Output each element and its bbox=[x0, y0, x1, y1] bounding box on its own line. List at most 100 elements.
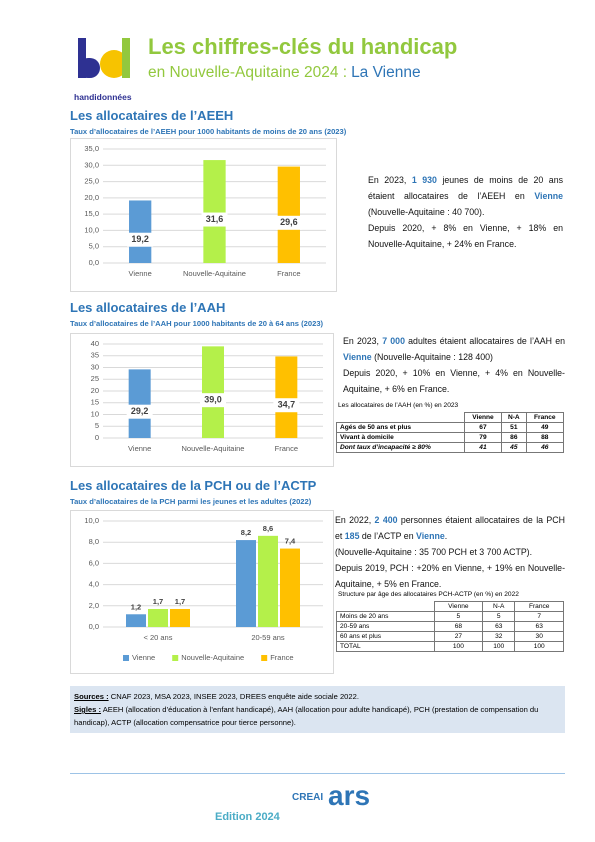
x-tick-label: Nouvelle-Aquitaine bbox=[183, 269, 246, 278]
bar bbox=[280, 548, 300, 627]
y-tick-label: 0,0 bbox=[89, 622, 99, 631]
table-header: Vienne N-A France bbox=[336, 601, 564, 612]
y-tick-label: 15 bbox=[91, 398, 99, 407]
bar bbox=[129, 200, 152, 263]
text: de l’ACTP en bbox=[359, 531, 417, 541]
y-tick-label: 8,0 bbox=[89, 537, 99, 546]
paragraph: (Nouvelle-Aquitaine : 35 700 PCH et 3 70… bbox=[335, 544, 565, 560]
header-cell: Vienne bbox=[433, 601, 484, 612]
table-title: Les allocataires de l’AAH (en %) en 2023 bbox=[338, 402, 459, 409]
y-tick-label: 15,0 bbox=[84, 209, 99, 218]
paragraph-block: En 2023, 1 930 jeunes de moins de 20 ans… bbox=[368, 172, 563, 252]
cell: 67 bbox=[463, 422, 503, 433]
text: En 2022, bbox=[335, 515, 375, 525]
y-tick-label: 2,0 bbox=[89, 601, 99, 610]
legend-label: France bbox=[270, 653, 293, 662]
x-tick-label: Vienne bbox=[129, 269, 152, 278]
row-label: Agés de 50 ans et plus bbox=[336, 422, 465, 433]
legend-swatch bbox=[123, 655, 129, 661]
table-header: Vienne N-A France bbox=[336, 412, 565, 423]
highlight: Vienne bbox=[343, 352, 372, 362]
y-tick-label: 35 bbox=[91, 351, 99, 360]
value-label: 1,2 bbox=[131, 602, 141, 611]
y-tick-label: 30 bbox=[91, 362, 99, 371]
label-box bbox=[127, 232, 154, 247]
table-row: 20-59 ans 68 63 63 bbox=[336, 621, 564, 632]
subtitle: en Nouvelle-Aquitaine 2024 : La Vienne bbox=[148, 64, 421, 82]
y-tick-label: 5,0 bbox=[89, 242, 99, 251]
y-tick-label: 0 bbox=[95, 433, 99, 442]
title: Les chiffres-clés du handicap bbox=[148, 34, 458, 59]
label-box bbox=[273, 398, 300, 413]
cell: 86 bbox=[501, 432, 527, 443]
text: (Nouvelle-Aquitaine : 128 400) bbox=[371, 352, 493, 362]
cell: 45 bbox=[501, 442, 527, 453]
table-row: Agés de 50 ans et plus 67 51 49 bbox=[336, 422, 565, 433]
value-label: 8,2 bbox=[241, 528, 251, 537]
cell: 5 bbox=[433, 611, 484, 622]
text: adultes étaient allocataires de l’AAH en bbox=[404, 336, 566, 346]
value-label: 39,0 bbox=[204, 395, 222, 405]
value-label: 8,6 bbox=[263, 524, 273, 533]
chart: 0,0 2,0 4,0 6,0 8,0 10,0 < 20 ans 1,2 1,7 1,7 20-5… bbox=[70, 510, 334, 674]
legend-label: Nouvelle-Aquitaine bbox=[181, 653, 244, 662]
cell: 32 bbox=[482, 631, 516, 642]
cell: 100 bbox=[482, 641, 516, 652]
paragraph: En 2023, 1 930 jeunes de moins de 20 ans… bbox=[368, 172, 563, 220]
x-tick-label: 20-59 ans bbox=[251, 633, 285, 642]
cell: 79 bbox=[463, 432, 503, 443]
edition: Edition 2024 bbox=[215, 811, 280, 823]
row-label: 20-59 ans bbox=[336, 621, 435, 632]
header-cell: Vienne bbox=[463, 412, 503, 423]
x-tick-label: Nouvelle-Aquitaine bbox=[182, 444, 245, 453]
table-title: Structure par âge des allocataires PCH-A… bbox=[338, 591, 519, 598]
y-tick-label: 0,0 bbox=[89, 258, 99, 267]
paragraph: Depuis 2020, + 8% en Vienne, + 18% en No… bbox=[368, 220, 563, 252]
highlight: 7 000 bbox=[382, 336, 405, 346]
table-row: 60 ans et plus 27 32 30 bbox=[336, 631, 564, 642]
row-label: Moins de 20 ans bbox=[336, 611, 435, 622]
row-label: Dont taux d’incapacité ≥ 80% bbox=[336, 442, 465, 453]
logo-mark bbox=[78, 38, 130, 78]
sigles-label: Sigles : bbox=[74, 705, 102, 714]
y-tick-label: 20 bbox=[91, 386, 99, 395]
bar bbox=[275, 356, 298, 438]
value-label: 1,7 bbox=[153, 597, 163, 606]
table-row: Vivant à domicile 79 86 88 bbox=[336, 432, 565, 443]
row-label: TOTAL bbox=[336, 641, 435, 652]
bar bbox=[277, 166, 300, 263]
header-cell: France bbox=[525, 412, 565, 423]
y-tick-label: 10,0 bbox=[84, 225, 99, 234]
subtitle-text: en Nouvelle-Aquitaine 2024 : bbox=[148, 64, 348, 81]
cell: 68 bbox=[433, 621, 484, 632]
sources-box: Sources : CNAF 2023, MSA 2023, INSEE 202… bbox=[70, 686, 565, 733]
header-cell: N-A bbox=[501, 412, 527, 423]
place: La Vienne bbox=[351, 64, 421, 81]
table: Vienne N-A France Moins de 20 ans 5 5 7 20-59 a… bbox=[336, 601, 564, 652]
value-label: 1,7 bbox=[175, 597, 185, 606]
value-label: 29,6 bbox=[280, 217, 298, 227]
cell: 51 bbox=[501, 422, 527, 433]
value-label: 19,2 bbox=[131, 234, 149, 244]
cell: 49 bbox=[525, 422, 565, 433]
y-tick-label: 30,0 bbox=[84, 160, 99, 169]
bar bbox=[170, 608, 190, 627]
value-label: 34,7 bbox=[278, 400, 296, 410]
highlight: Vienne bbox=[534, 191, 563, 201]
bar bbox=[258, 535, 278, 627]
text: (Nouvelle-Aquitaine : 35 700 PCH et 3 70… bbox=[335, 547, 533, 557]
cell: 5 bbox=[482, 611, 516, 622]
bar bbox=[203, 160, 226, 263]
paragraph-block: En 2023, 7 000 adultes étaient allocatai… bbox=[343, 333, 565, 397]
header-cell bbox=[336, 601, 435, 612]
cell: 30 bbox=[514, 631, 564, 642]
sources-text: CNAF 2023, MSA 2023, INSEE 2023, DREES e… bbox=[110, 692, 359, 701]
text: jeunes de moins de 20 ans étaient alloca… bbox=[368, 175, 563, 201]
table-row: Moins de 20 ans 5 5 7 bbox=[336, 611, 564, 622]
paragraph: Depuis 2020, + 10% en Vienne, + 4% en No… bbox=[343, 365, 565, 397]
bar bbox=[236, 540, 256, 627]
header-cell: France bbox=[514, 601, 564, 612]
legend-swatch bbox=[172, 655, 179, 661]
logo-ars: ars bbox=[328, 780, 371, 811]
